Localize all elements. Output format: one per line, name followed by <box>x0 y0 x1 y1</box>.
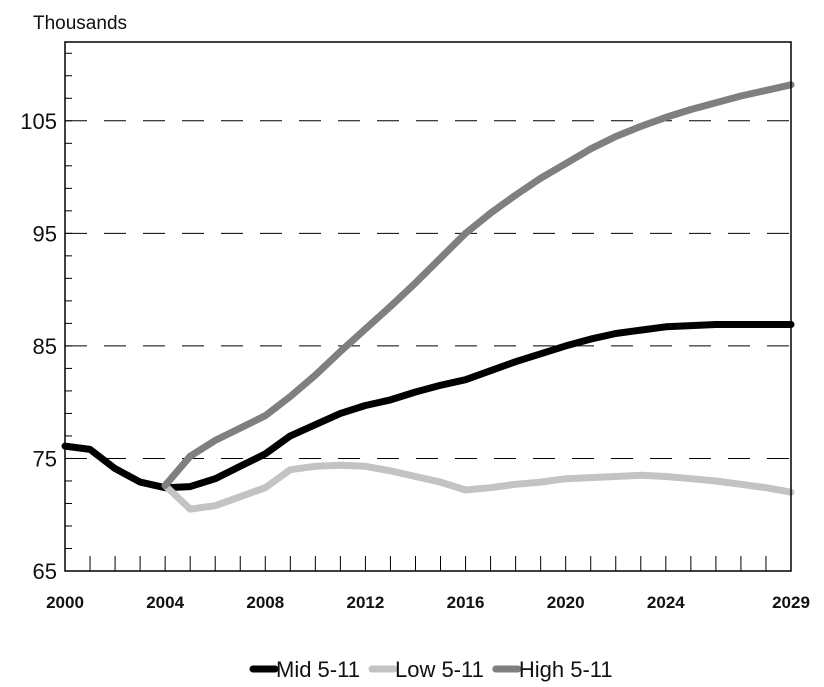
plot-frame <box>64 41 792 572</box>
y-tick-label: 65 <box>33 559 57 584</box>
legend-label: High 5-11 <box>519 657 613 682</box>
y-tick-label: 75 <box>33 446 57 471</box>
y-tick-label: 95 <box>33 221 57 246</box>
series-lines <box>61 81 795 513</box>
x-tick-label: 2004 <box>146 593 184 612</box>
series-line <box>161 461 795 513</box>
y-tick-label: 105 <box>20 109 57 134</box>
series-line <box>61 321 795 492</box>
grid-lines <box>65 120 791 459</box>
x-tick-label: 2012 <box>346 593 384 612</box>
legend: Mid 5-11 Low 5-11 High 5-11 <box>249 657 613 682</box>
x-tick-label: 2016 <box>447 593 485 612</box>
legend-label: Low 5-11 <box>395 657 484 682</box>
x-tick-label: 2000 <box>46 593 84 612</box>
x-axis: 2000 2004 2008 2012 2016 2020 2024 2029 <box>46 556 810 612</box>
x-tick-label: 2029 <box>772 593 810 612</box>
x-tick-label: 2008 <box>246 593 284 612</box>
y-tick-label: 85 <box>33 334 57 359</box>
series-line <box>161 81 795 489</box>
legend-label: Mid 5-11 <box>276 657 360 682</box>
y-axis: 65 75 85 95 105 <box>20 52 72 584</box>
x-tick-label: 2020 <box>547 593 585 612</box>
y-axis-label: Thousands <box>33 13 127 34</box>
x-tick-label: 2024 <box>647 593 685 612</box>
